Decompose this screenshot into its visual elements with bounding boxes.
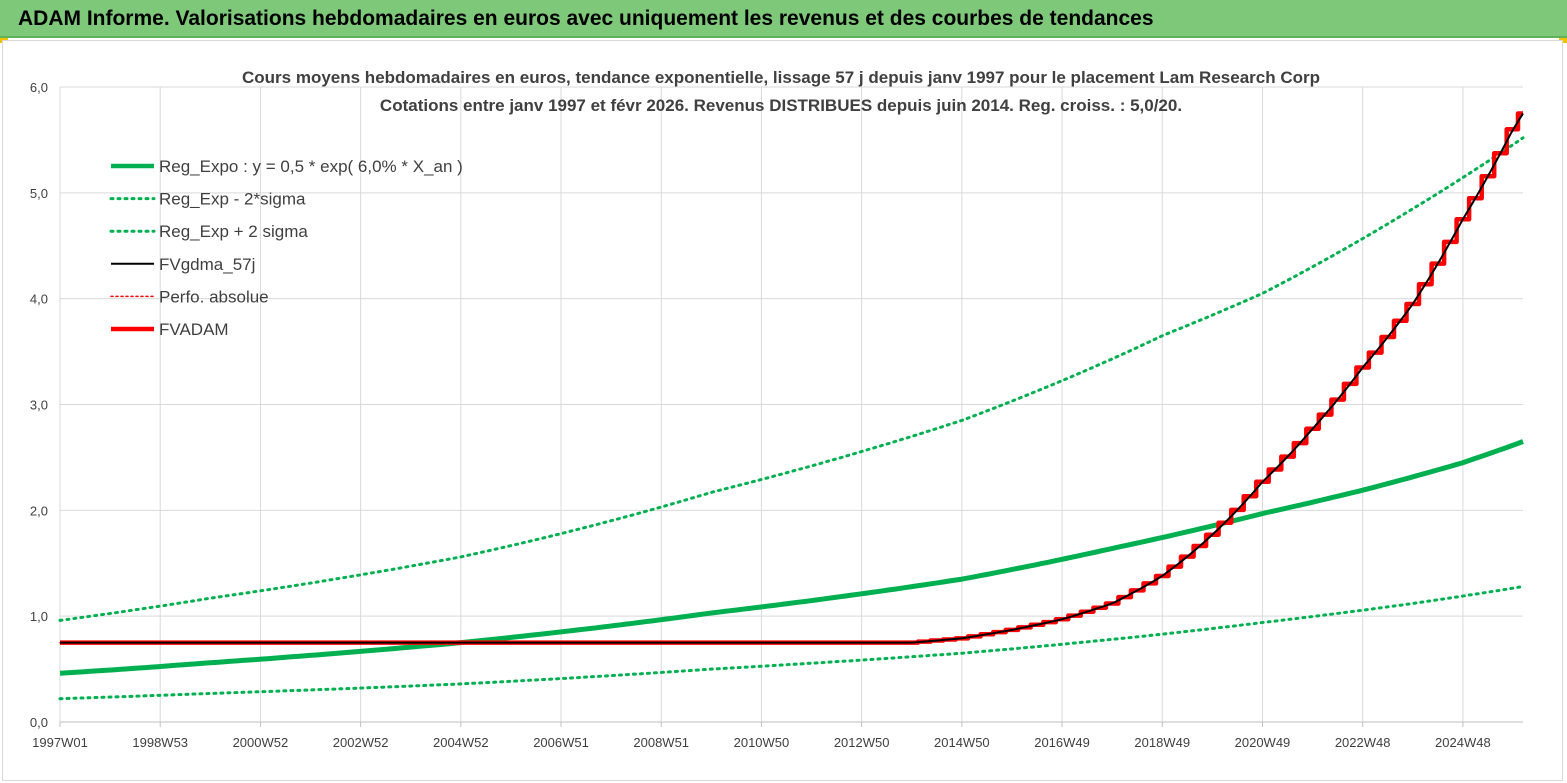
chart-area: 0,0 1,0 2,0 3,0 4,0 5,0 6,0 1997W01 1998W53 2000W… <box>2 40 1563 781</box>
x-tick-label: 1998W53 <box>132 735 188 750</box>
report-header: ADAM Informe. Valorisations hebdomadaire… <box>0 0 1567 38</box>
x-tick-label: 1997W01 <box>32 735 88 750</box>
report-title: ADAM Informe. Valorisations hebdomadaire… <box>18 7 1154 30</box>
series-line-reg_exp_plus <box>58 136 1525 622</box>
series-line-fvgdma <box>60 112 1524 644</box>
legend-label-reg_expo: Reg_Expo : y = 0,5 * exp( 6,0% * X_an ) <box>159 157 463 176</box>
chart-legend: Reg_Expo : y = 0,5 * exp( 6,0% * X_an ) R… <box>109 157 463 339</box>
y-tick-label: 2,0 <box>30 503 48 518</box>
line-chart: 0,0 1,0 2,0 3,0 4,0 5,0 6,0 1997W01 1998W53 2000W… <box>30 68 1525 750</box>
x-tick-label: 2002W52 <box>333 735 389 750</box>
legend-label-perfo: Perfo. absolue <box>159 287 269 306</box>
x-tick-label: 2004W52 <box>433 735 489 750</box>
y-tick-label: 4,0 <box>30 292 48 307</box>
series-layer <box>58 111 1525 701</box>
x-tick-label: 2012W50 <box>834 735 890 750</box>
legend-label-fvadam: FVADAM <box>159 320 229 339</box>
x-tick-label: 2016W49 <box>1034 735 1090 750</box>
axes: 0,0 1,0 2,0 3,0 4,0 5,0 6,0 1997W01 1998W53 2000W… <box>30 80 1523 750</box>
x-tick-label: 2022W48 <box>1335 735 1391 750</box>
grid-lines <box>59 86 1523 723</box>
y-tick-label: 0,0 <box>30 715 48 730</box>
y-tick-label: 1,0 <box>30 609 48 624</box>
series-line-reg_exp_minus <box>58 585 1525 701</box>
corner-marker <box>1559 38 1567 43</box>
legend-label-fvgdma: FVgdma_57j <box>159 255 255 274</box>
y-tick-label: 3,0 <box>30 398 48 413</box>
series-line-reg_expo <box>59 439 1524 676</box>
x-tick-label: 2010W50 <box>734 735 790 750</box>
x-tick-label: 2008W51 <box>633 735 689 750</box>
y-tick-label: 5,0 <box>30 186 48 201</box>
legend-label-reg_exp_minus: Reg_Exp - 2*sigma <box>159 190 306 209</box>
x-tick-label: 2014W50 <box>934 735 990 750</box>
legend-label-reg_exp_plus: Reg_Exp + 2 sigma <box>159 222 308 241</box>
x-tick-label: 2000W52 <box>233 735 289 750</box>
chart-title-line-2: Cotations entre janv 1997 et févr 2026. … <box>380 96 1182 115</box>
x-tick-label: 2024W48 <box>1435 735 1491 750</box>
x-tick-label: 2006W51 <box>533 735 589 750</box>
y-tick-label: 6,0 <box>30 80 48 95</box>
chart-title-line-1: Cours moyens hebdomadaires en euros, ten… <box>242 68 1320 87</box>
x-tick-label: 2020W49 <box>1235 735 1291 750</box>
x-tick-label: 2018W49 <box>1134 735 1190 750</box>
